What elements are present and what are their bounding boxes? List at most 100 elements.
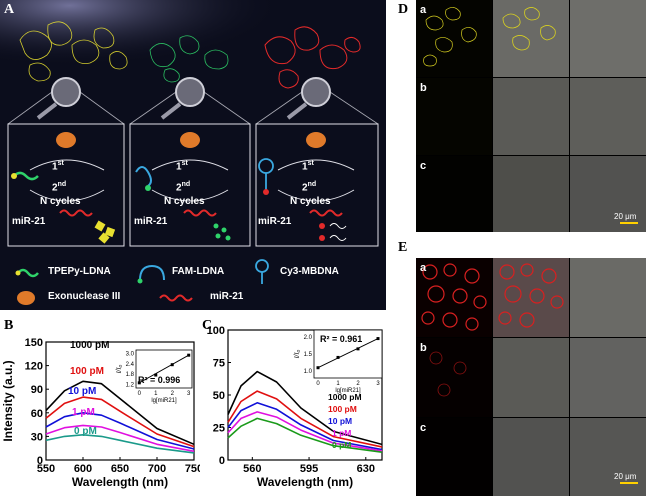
exonuclease-legend-icon (17, 291, 35, 305)
inset-x-label: lg[miR21] (151, 398, 177, 404)
x-tick-label: 550 (37, 463, 55, 475)
yellow-cells (423, 7, 477, 67)
row-label-c: c (420, 422, 427, 434)
inset-x-tick-label: 0 (316, 381, 320, 387)
image-e-a-fluor (416, 258, 492, 337)
series-label: 10 pM (328, 416, 352, 426)
yellow-cell-cluster (19, 21, 128, 82)
inset-r2-label: R² = 0.961 (320, 334, 362, 344)
schematic-box-tpepy (7, 123, 125, 247)
inset-x-tick-label: 1 (336, 381, 340, 387)
series-line (45, 412, 195, 450)
x-axis-label: Wavelength (nm) (72, 475, 168, 489)
red-cells (421, 263, 487, 331)
image-d-b-bright (493, 78, 569, 155)
x-tick-label: 700 (148, 463, 166, 475)
aggregate-product (94, 220, 116, 244)
inset-y-tick-label: 2.4 (126, 362, 135, 368)
row-label-b: b (420, 82, 427, 94)
image-d-c-bright (493, 156, 569, 232)
tpepy-ldna-icon (17, 268, 39, 278)
panel-d-images: a b c 20 μm (416, 0, 646, 232)
series-label: 10 pM (68, 386, 96, 397)
y-axis-label: Intensity (a.u.) (1, 360, 15, 441)
inset-x-tick-label: 0 (138, 391, 142, 397)
scale-bar-label: 20 μm (614, 212, 637, 221)
n-cycles-label: N cycles (290, 196, 331, 207)
inset-y-tick-label: 1.2 (126, 383, 135, 389)
series-line (227, 417, 383, 453)
inset-data-point (356, 347, 360, 351)
series-line (45, 396, 195, 448)
inset-data-point (336, 355, 340, 359)
series-line (227, 411, 383, 452)
x-tick-label: 595 (300, 463, 318, 475)
x-tick-label: 650 (111, 463, 129, 475)
y-tick-label: 75 (213, 358, 225, 370)
image-d-b-fluor (416, 78, 492, 155)
cycle-label-1st: 1st (52, 160, 64, 173)
inset-data-point (154, 373, 158, 377)
chart-b: 5506006507007500306090120150Wavelength (… (1, 337, 200, 489)
series-line (227, 370, 383, 446)
image-e-a-bright (493, 258, 569, 337)
series-line (45, 434, 195, 454)
n-cycles-label: N cycles (164, 196, 205, 207)
n-cycles-label: N cycles (40, 196, 81, 207)
x-tick-label: 600 (74, 463, 92, 475)
series-label: 1 pM (332, 428, 351, 438)
image-e-c-merge (570, 418, 646, 496)
inset-y-tick-label: 2.0 (304, 335, 313, 341)
inset-data-point (137, 381, 141, 385)
y-tick-label: 50 (213, 390, 225, 402)
inset-x-label: lg[miR21] (335, 388, 361, 394)
inset-y-tick-label: 1.5 (304, 352, 313, 358)
series-label: 100 pM (328, 404, 357, 414)
inset-x-tick-label: 3 (187, 391, 191, 397)
series-label: 0 pM (74, 426, 97, 437)
series-label: 0 pM (332, 440, 351, 450)
image-e-c-fluor (416, 418, 492, 496)
image-d-a-merge (570, 0, 646, 77)
panel-label-d: D (398, 2, 409, 17)
y-tick-label: 120 (25, 361, 43, 373)
inset-x-tick-label: 1 (154, 391, 158, 397)
inset-fit-line (317, 338, 379, 369)
inset-x-tick-label: 2 (356, 381, 360, 387)
y-tick-label: 25 (213, 423, 225, 435)
x-tick-label: 630 (357, 463, 375, 475)
inset-data-point (376, 337, 380, 341)
row-label-b: b (420, 342, 427, 354)
y-tick-label: 60 (31, 408, 43, 420)
mir21-label: miR-21 (12, 216, 46, 227)
inset-y-label: I/I₀ (116, 365, 123, 374)
mir21-label: miR-21 (134, 216, 168, 227)
red-cell-cluster (264, 26, 361, 89)
inset-y-tick-label: 3.0 (126, 351, 135, 357)
y-tick-label: 100 (207, 325, 225, 337)
image-e-c-bright (493, 418, 569, 496)
scale-bar (620, 482, 638, 484)
inset-data-point (187, 353, 191, 357)
y-tick-label: 30 (31, 431, 43, 443)
legend-tpepy-ldna: TPEPy-LDNA (48, 266, 111, 277)
image-e-b-fluor (416, 338, 492, 417)
inset-data-point (316, 366, 320, 370)
x-tick-label: 560 (243, 463, 261, 475)
panel-label-a: A (4, 2, 15, 17)
image-e-b-merge (570, 338, 646, 417)
row-label-a: a (420, 4, 427, 16)
cycle-label-1st: 1st (176, 160, 188, 173)
chart-c: 560 595 630 0 25 50 75 100 Wavelength (nm) 1000 p… (207, 325, 383, 489)
series-label: 1000 pM (328, 392, 362, 402)
scale-bar (620, 222, 638, 224)
cycle-label-1st: 1st (302, 160, 314, 173)
image-d-b-merge (570, 78, 646, 155)
panel-label-e: E (398, 240, 408, 255)
panel-label-c: C (202, 318, 213, 333)
image-e-b-bright (493, 338, 569, 417)
series-line (227, 390, 383, 448)
series-label: 1000 pM (70, 340, 109, 351)
inset-fit-line (139, 354, 189, 384)
inset-y-label: I/I₀ (294, 350, 301, 359)
